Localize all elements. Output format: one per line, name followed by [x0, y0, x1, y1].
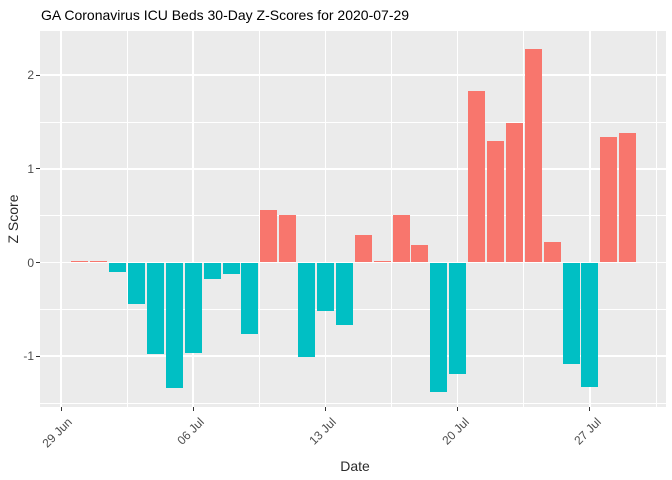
- bar-2020-07-27: [581, 262, 599, 388]
- y-tick-label: 2: [27, 68, 34, 83]
- bar-2020-06-30: [71, 260, 89, 263]
- bar-2020-07-08: [222, 262, 240, 274]
- x-tick-label: 27 Jul: [571, 415, 604, 448]
- gridline-minor-horizontal: [40, 215, 666, 217]
- x-axis-title: Date: [340, 458, 370, 474]
- bar-2020-07-01: [90, 260, 108, 263]
- y-tick-label: 0: [27, 255, 34, 270]
- gridline-minor-horizontal: [40, 121, 666, 123]
- bar-2020-07-29: [619, 133, 637, 263]
- x-axis-tick: [589, 407, 591, 411]
- bar-2020-07-04: [146, 262, 164, 355]
- bar-2020-07-21: [468, 91, 486, 263]
- bar-2020-07-12: [298, 262, 316, 358]
- gridline-major-horizontal: [40, 261, 666, 264]
- bar-2020-07-24: [524, 48, 542, 263]
- bar-2020-07-17: [392, 214, 410, 263]
- gridline-minor-vertical: [258, 31, 260, 407]
- bar-2020-07-05: [165, 262, 183, 389]
- y-axis-tick: [36, 355, 40, 357]
- y-axis-tick: [36, 262, 40, 263]
- bar-2020-07-13: [316, 262, 334, 312]
- bar-2020-07-03: [128, 262, 146, 304]
- bar-2020-07-06: [184, 262, 202, 354]
- gridline-major-horizontal: [40, 168, 666, 170]
- bar-2020-07-23: [505, 122, 523, 263]
- bar-2020-07-26: [562, 262, 580, 364]
- gridline-major-horizontal: [40, 355, 666, 357]
- y-axis-tick: [36, 74, 40, 76]
- bar-2020-07-18: [411, 244, 429, 263]
- gridline-minor-vertical: [655, 31, 657, 407]
- gridline-major-vertical: [589, 31, 591, 407]
- bar-2020-07-14: [335, 262, 353, 326]
- x-axis-tick: [324, 407, 326, 411]
- bar-2020-07-10: [260, 210, 278, 263]
- gridline-minor-vertical: [126, 31, 128, 407]
- gridline-major-vertical: [456, 31, 459, 407]
- y-axis-title: Z Score: [5, 194, 21, 244]
- x-tick-label: 06 Jul: [174, 415, 208, 448]
- gridline-minor-horizontal: [40, 402, 666, 404]
- y-axis-tick: [36, 168, 40, 170]
- bar-2020-07-11: [279, 214, 297, 263]
- bar-2020-07-07: [203, 262, 221, 280]
- gridline-minor-vertical: [391, 31, 393, 407]
- gridline-major-vertical: [192, 31, 194, 407]
- gridline-minor-vertical: [523, 31, 525, 407]
- bar-2020-07-25: [543, 241, 561, 263]
- x-tick-label: 29 Jun: [39, 415, 75, 451]
- gridline-major-vertical: [324, 31, 327, 407]
- x-axis-tick: [192, 407, 194, 411]
- bar-2020-07-15: [354, 235, 372, 263]
- gridline-minor-horizontal: [40, 308, 666, 310]
- gridline-major-horizontal: [40, 74, 666, 76]
- x-axis-tick: [60, 407, 62, 411]
- x-tick-label: 13 Jul: [306, 415, 340, 448]
- x-tick-label: 20 Jul: [439, 415, 472, 448]
- bar-2020-07-28: [600, 136, 618, 263]
- bar-2020-07-16: [373, 260, 391, 263]
- y-tick-label: 1: [27, 161, 34, 176]
- plot-panel: [40, 31, 666, 407]
- x-axis-tick: [457, 407, 459, 411]
- chart-title: GA Coronavirus ICU Beds 30-Day Z-Scores …: [41, 7, 410, 23]
- y-tick-label: -1: [23, 349, 34, 364]
- bar-2020-07-19: [430, 262, 448, 392]
- bar-2020-07-22: [486, 140, 504, 263]
- bar-2020-07-02: [109, 262, 127, 272]
- bar-2020-07-20: [449, 262, 467, 374]
- bar-2020-07-09: [241, 262, 259, 334]
- gridline-major-vertical: [60, 31, 62, 407]
